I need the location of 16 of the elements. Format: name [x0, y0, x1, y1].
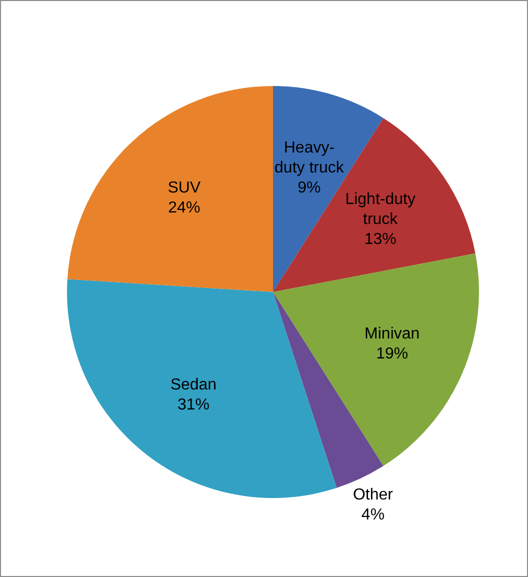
slice-label: Heavy-duty truck — [274, 138, 345, 176]
pie-slice — [273, 253, 479, 466]
slice-label: Other — [352, 486, 394, 503]
pie-slice — [67, 279, 337, 498]
data-label: 13% — [364, 230, 396, 248]
data-label: 19% — [376, 345, 408, 362]
pie-slice — [273, 118, 476, 292]
slice-label: SUV — [168, 178, 201, 196]
slice-label: Light-duty truck — [345, 190, 416, 228]
slice-label: Minivan — [364, 325, 420, 342]
data-label: 31% — [177, 396, 210, 414]
data-label: 9% — [298, 178, 321, 196]
data-label: 24% — [168, 198, 200, 216]
slice-label: Sedan — [170, 376, 217, 394]
data-label: 4% — [361, 506, 385, 523]
pie-slice — [67, 86, 273, 292]
